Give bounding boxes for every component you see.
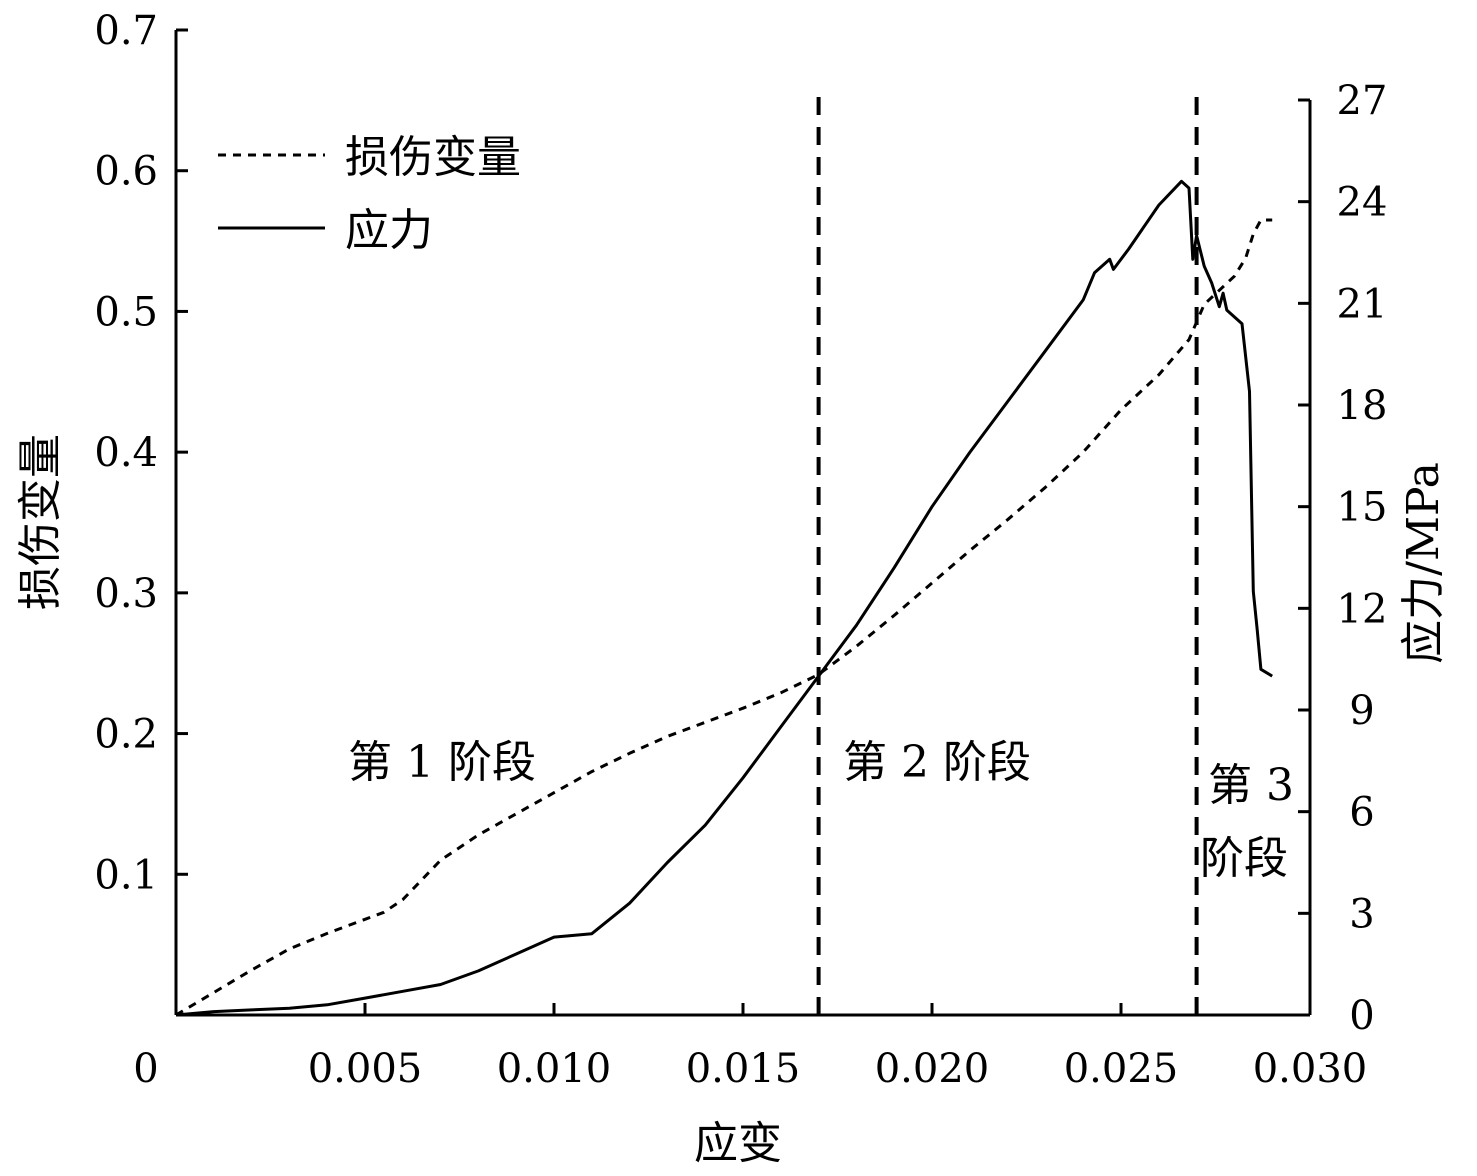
stage-2-label: 第 2 阶段 xyxy=(843,737,1031,788)
legend-stress-label: 应力 xyxy=(345,205,433,256)
y-right-tick-label: 9 xyxy=(1349,688,1374,734)
y-left-tick-label: 0.3 xyxy=(94,571,158,617)
legend-damage-label: 损伤变量 xyxy=(345,132,521,183)
right-y-axis-title: 应力/MPa xyxy=(1398,462,1449,664)
y-left-tick-label: 0.7 xyxy=(94,8,158,54)
y-right-tick-label: 15 xyxy=(1337,485,1388,531)
stage-3-label-line2: 阶段 xyxy=(1200,833,1288,884)
x-tick-label: 0 xyxy=(133,1046,158,1092)
x-tick-label: 0.005 xyxy=(308,1046,423,1092)
stage-labels: 第 1 阶段 第 2 阶段 第 3 阶段 xyxy=(348,737,1294,884)
x-tick-label: 0.025 xyxy=(1064,1046,1179,1092)
left-y-axis-title: 损伤变量 xyxy=(15,434,66,610)
stress-series-line xyxy=(175,179,1273,1017)
x-tick-label: 0.015 xyxy=(686,1046,801,1092)
y-right-tick-label: 6 xyxy=(1349,790,1374,836)
y-right-tick-label: 12 xyxy=(1337,586,1388,632)
y-right-tick-label: 21 xyxy=(1337,281,1388,327)
y-right-tick-label: 24 xyxy=(1337,180,1388,226)
y-left-tick-label: 0.4 xyxy=(94,430,158,476)
y-right-tick-label: 0 xyxy=(1349,993,1374,1039)
ticks: 0 0.005 0.010 0.015 0.020 0.025 0.030 0.1 0.2 0.3… xyxy=(94,8,1387,1092)
stage-3-label-line1: 第 3 xyxy=(1208,760,1294,811)
damage-series-line xyxy=(175,218,1273,1017)
y-left-tick-label: 0.2 xyxy=(94,712,158,758)
x-tick-label: 0.010 xyxy=(497,1046,612,1092)
x-tick-label: 0.020 xyxy=(875,1046,990,1092)
y-right-tick-label: 18 xyxy=(1337,383,1388,429)
stage-dividers xyxy=(816,97,1199,1015)
y-right-tick-label: 3 xyxy=(1349,891,1374,937)
stage-1-label: 第 1 阶段 xyxy=(348,737,536,788)
legend: 损伤变量 应力 xyxy=(218,132,521,256)
x-axis-title: 应变 xyxy=(694,1118,782,1169)
x-tick-label: 0.030 xyxy=(1253,1046,1368,1092)
y-left-tick-label: 0.1 xyxy=(94,852,158,898)
y-right-tick-label: 27 xyxy=(1337,78,1388,124)
y-left-tick-label: 0.6 xyxy=(94,149,158,195)
series-layer xyxy=(175,179,1273,1017)
y-left-tick-label: 0.5 xyxy=(94,289,158,335)
